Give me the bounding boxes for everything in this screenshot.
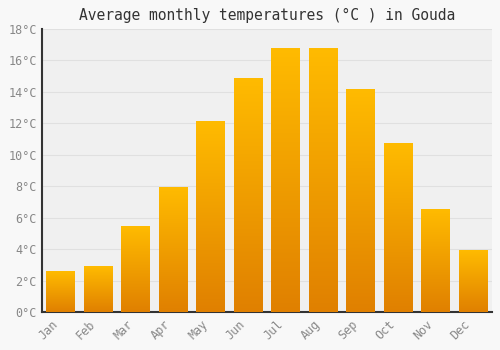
Title: Average monthly temperatures (°C ) in Gouda: Average monthly temperatures (°C ) in Go… — [78, 8, 455, 23]
